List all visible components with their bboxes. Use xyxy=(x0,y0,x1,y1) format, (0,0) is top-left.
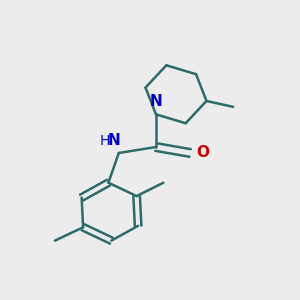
Text: H: H xyxy=(99,134,110,148)
Text: N: N xyxy=(108,133,121,148)
Text: O: O xyxy=(196,145,209,160)
Text: N: N xyxy=(150,94,162,109)
